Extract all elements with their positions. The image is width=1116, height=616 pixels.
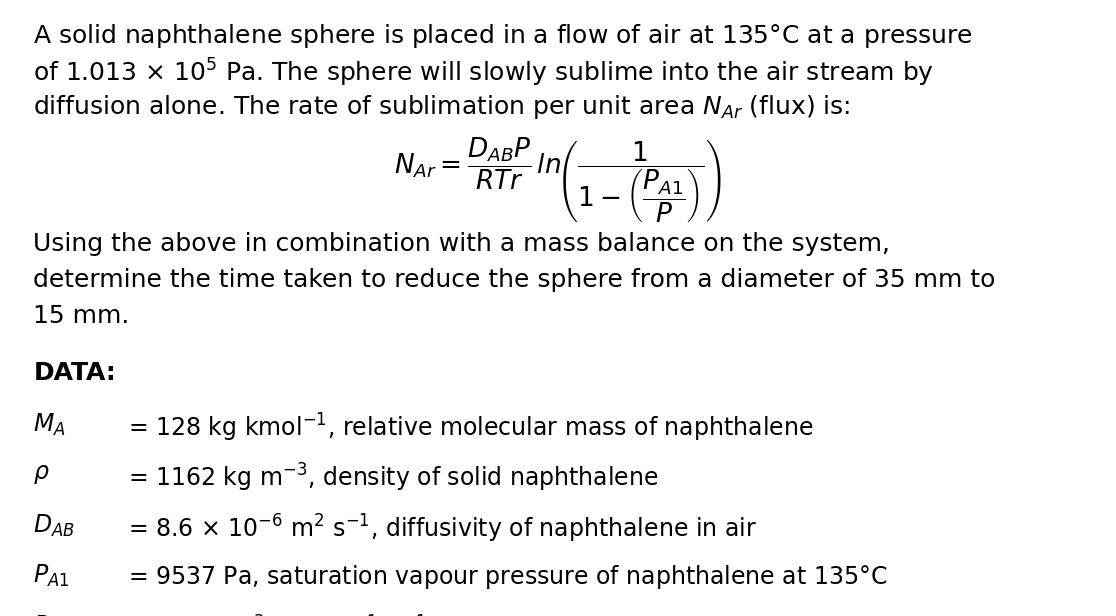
Text: $P_{A1}$: $P_{A1}$ (33, 563, 70, 590)
Text: Using the above in combination with a mass balance on the system,: Using the above in combination with a ma… (33, 232, 891, 256)
Text: $D_{AB}$: $D_{AB}$ (33, 513, 75, 539)
Text: = 8.6 $\times$ 10$^{-6}$ m$^2$ s$^{-1}$, diffusivity of naphthalene in air: = 8.6 $\times$ 10$^{-6}$ m$^2$ s$^{-1}$,… (128, 513, 758, 545)
Text: diffusion alone. The rate of sublimation per unit area $N_{Ar}$ (flux) is:: diffusion alone. The rate of sublimation… (33, 93, 850, 121)
Text: = 1162 kg m$^{-3}$, density of solid naphthalene: = 1162 kg m$^{-3}$, density of solid nap… (128, 462, 660, 494)
Text: = 128 kg kmol$^{-1}$, relative molecular mass of naphthalene: = 128 kg kmol$^{-1}$, relative molecular… (128, 411, 814, 444)
Text: $\rho$: $\rho$ (33, 462, 50, 486)
Text: 15 mm.: 15 mm. (33, 304, 129, 328)
Text: $N_{Ar} = \dfrac{D_{AB}P}{RTr}\,ln\!\left(\dfrac{1}{1 - \left(\dfrac{P_{A1}}{P}\: $N_{Ar} = \dfrac{D_{AB}P}{RTr}\,ln\!\lef… (394, 135, 722, 225)
Text: = 8.314 m$^3$ Pa mol$^{-1}$ K$^{-1}$, gas constant: = 8.314 m$^3$ Pa mol$^{-1}$ K$^{-1}$, ga… (128, 614, 595, 616)
Text: determine the time taken to reduce the sphere from a diameter of 35 mm to: determine the time taken to reduce the s… (33, 268, 995, 292)
Text: $R$: $R$ (33, 614, 49, 616)
Text: of 1.013 $\times$ 10$^5$ Pa. The sphere will slowly sublime into the air stream : of 1.013 $\times$ 10$^5$ Pa. The sphere … (33, 57, 934, 89)
Text: = 9537 Pa, saturation vapour pressure of naphthalene at 135$\degree$C: = 9537 Pa, saturation vapour pressure of… (128, 563, 887, 591)
Text: $M_A$: $M_A$ (33, 411, 66, 438)
Text: DATA:: DATA: (33, 361, 116, 385)
Text: A solid naphthalene sphere is placed in a flow of air at 135$\degree$C at a pres: A solid naphthalene sphere is placed in … (33, 22, 973, 49)
